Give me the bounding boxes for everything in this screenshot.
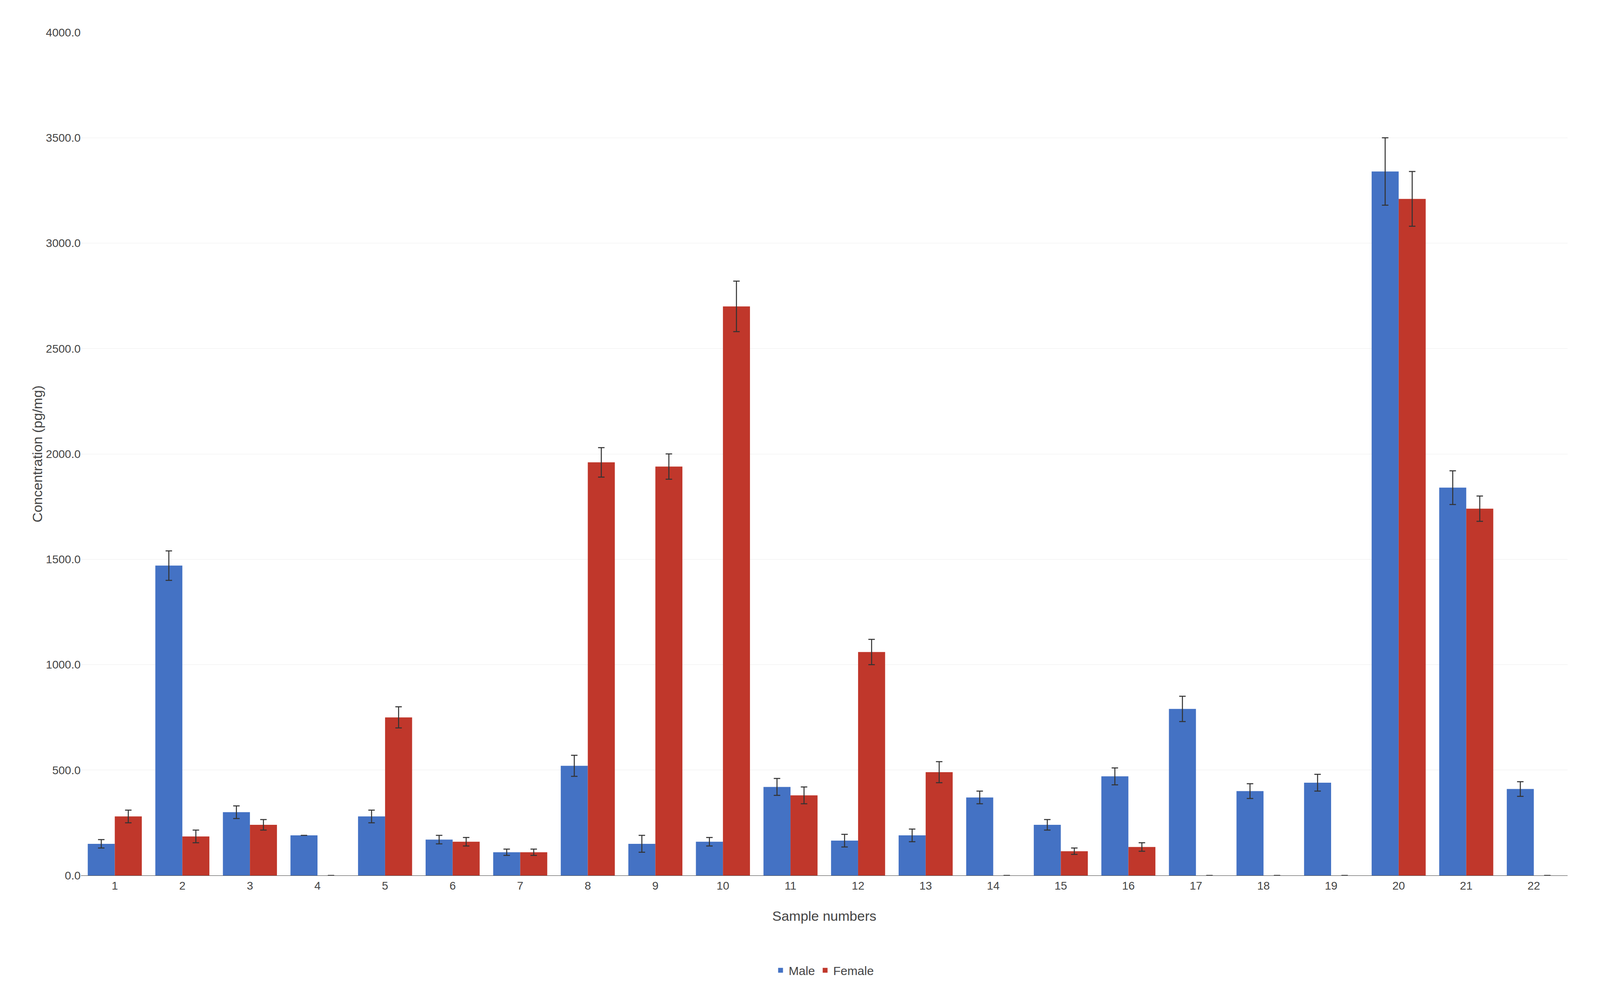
svg-text:12: 12 (851, 879, 865, 893)
svg-text:1: 1 (111, 879, 119, 893)
svg-text:4: 4 (314, 879, 321, 893)
svg-text:16: 16 (1122, 879, 1135, 893)
svg-text:21: 21 (1459, 879, 1473, 893)
svg-text:4000.0: 4000.0 (45, 26, 81, 39)
svg-text:13: 13 (919, 879, 932, 893)
svg-text:14: 14 (986, 879, 1000, 893)
svg-text:8: 8 (584, 879, 592, 893)
svg-text:22: 22 (1527, 879, 1541, 893)
svg-text:5: 5 (381, 879, 389, 893)
svg-text:1500.0: 1500.0 (45, 553, 81, 566)
svg-text:0.0: 0.0 (64, 869, 81, 883)
svg-text:20: 20 (1392, 879, 1405, 893)
svg-text:Female: Female (833, 964, 874, 978)
svg-text:2500.0: 2500.0 (45, 342, 81, 356)
svg-text:500.0: 500.0 (52, 764, 81, 777)
svg-text:2: 2 (179, 879, 186, 893)
svg-text:7: 7 (517, 879, 524, 893)
svg-text:3000.0: 3000.0 (45, 236, 81, 250)
svg-text:1000.0: 1000.0 (45, 658, 81, 672)
svg-text:Concentration (pg/mg): Concentration (pg/mg) (29, 385, 45, 523)
svg-text:19: 19 (1324, 879, 1338, 893)
svg-text:11: 11 (784, 879, 797, 893)
svg-text:6: 6 (449, 879, 456, 893)
svg-text:3500.0: 3500.0 (45, 131, 81, 145)
svg-text:Male: Male (788, 964, 816, 978)
svg-text:15: 15 (1054, 879, 1068, 893)
svg-text:3: 3 (246, 879, 254, 893)
svg-text:10: 10 (716, 879, 730, 893)
svg-text:Sample numbers: Sample numbers (772, 908, 877, 924)
svg-text:2000.0: 2000.0 (45, 447, 81, 461)
svg-text:17: 17 (1189, 879, 1203, 893)
svg-text:18: 18 (1257, 879, 1270, 893)
svg-text:9: 9 (652, 879, 659, 893)
